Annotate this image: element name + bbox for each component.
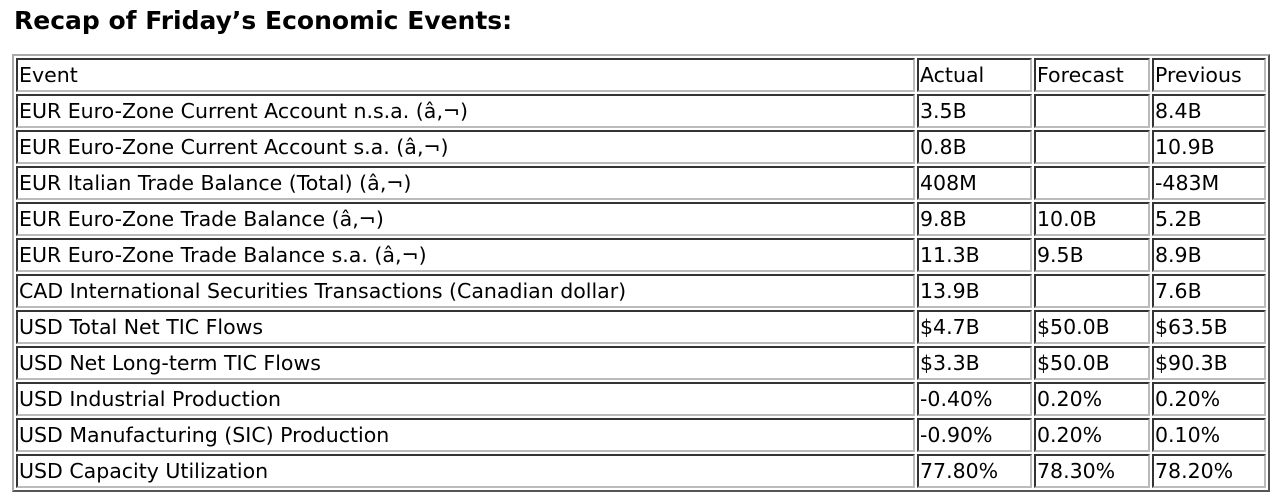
cell-actual: -0.40%: [917, 382, 1032, 416]
cell-previous: 5.2B: [1152, 202, 1266, 236]
cell-forecast: 9.5B: [1034, 238, 1150, 272]
cell-actual: 9.8B: [917, 202, 1032, 236]
header-forecast: Forecast: [1034, 58, 1150, 92]
cell-forecast: [1034, 130, 1150, 164]
cell-actual: 408M: [917, 166, 1032, 200]
cell-previous: $63.5B: [1152, 310, 1266, 344]
header-previous: Previous: [1152, 58, 1266, 92]
header-event: Event: [16, 58, 915, 92]
cell-actual: 0.8B: [917, 130, 1032, 164]
cell-forecast: $50.0B: [1034, 310, 1150, 344]
table-row: USD Manufacturing (SIC) Production -0.90%…: [16, 418, 1266, 452]
cell-actual: 3.5B: [917, 94, 1032, 128]
table-row: EUR Euro-Zone Current Account s.a. (â‚¬)…: [16, 130, 1266, 164]
cell-actual: 13.9B: [917, 274, 1032, 308]
cell-forecast: 0.20%: [1034, 382, 1150, 416]
table-row: EUR Euro-Zone Trade Balance s.a. (â‚¬) 11…: [16, 238, 1266, 272]
table-row: EUR Italian Trade Balance (Total) (â‚¬) 4…: [16, 166, 1266, 200]
cell-forecast: 78.30%: [1034, 454, 1150, 488]
table-row: EUR Euro-Zone Current Account n.s.a. (â‚…: [16, 94, 1266, 128]
cell-forecast: [1034, 274, 1150, 308]
cell-event: USD Total Net TIC Flows: [16, 310, 915, 344]
cell-actual: $4.7B: [917, 310, 1032, 344]
cell-forecast: $50.0B: [1034, 346, 1150, 380]
cell-event: USD Capacity Utilization: [16, 454, 915, 488]
cell-event: EUR Euro-Zone Trade Balance s.a. (â‚¬): [16, 238, 915, 272]
cell-actual: -0.90%: [917, 418, 1032, 452]
table-header-row: Event Actual Forecast Previous: [16, 58, 1266, 92]
cell-previous: $90.3B: [1152, 346, 1266, 380]
cell-forecast: 0.20%: [1034, 418, 1150, 452]
cell-previous: 8.4B: [1152, 94, 1266, 128]
table-row: USD Net Long-term TIC Flows $3.3B $50.0B $9…: [16, 346, 1266, 380]
cell-actual: 11.3B: [917, 238, 1032, 272]
cell-actual: 77.80%: [917, 454, 1032, 488]
cell-previous: -483M: [1152, 166, 1266, 200]
cell-event: CAD International Securities Transaction…: [16, 274, 915, 308]
cell-forecast: 10.0B: [1034, 202, 1150, 236]
cell-previous: 8.9B: [1152, 238, 1266, 272]
cell-event: EUR Euro-Zone Current Account n.s.a. (â‚…: [16, 94, 915, 128]
page-title: Recap of Friday’s Economic Events:: [14, 6, 513, 35]
header-actual: Actual: [917, 58, 1032, 92]
table-row: CAD International Securities Transaction…: [16, 274, 1266, 308]
economic-events-table: Event Actual Forecast Previous EUR Euro-…: [12, 54, 1270, 492]
table-row: USD Industrial Production -0.40% 0.20% 0.20…: [16, 382, 1266, 416]
cell-event: USD Industrial Production: [16, 382, 915, 416]
cell-event: EUR Italian Trade Balance (Total) (â‚¬): [16, 166, 915, 200]
cell-actual: $3.3B: [917, 346, 1032, 380]
cell-forecast: [1034, 166, 1150, 200]
cell-previous: 78.20%: [1152, 454, 1266, 488]
cell-event: USD Manufacturing (SIC) Production: [16, 418, 915, 452]
cell-event: EUR Euro-Zone Current Account s.a. (â‚¬): [16, 130, 915, 164]
cell-event: USD Net Long-term TIC Flows: [16, 346, 915, 380]
cell-previous: 0.20%: [1152, 382, 1266, 416]
cell-previous: 7.6B: [1152, 274, 1266, 308]
cell-previous: 0.10%: [1152, 418, 1266, 452]
cell-previous: 10.9B: [1152, 130, 1266, 164]
table-row: USD Capacity Utilization 77.80% 78.30% 78.2…: [16, 454, 1266, 488]
table-row: EUR Euro-Zone Trade Balance (â‚¬) 9.8B 10.…: [16, 202, 1266, 236]
cell-event: EUR Euro-Zone Trade Balance (â‚¬): [16, 202, 915, 236]
table-row: USD Total Net TIC Flows $4.7B $50.0B $63.5B: [16, 310, 1266, 344]
cell-forecast: [1034, 94, 1150, 128]
